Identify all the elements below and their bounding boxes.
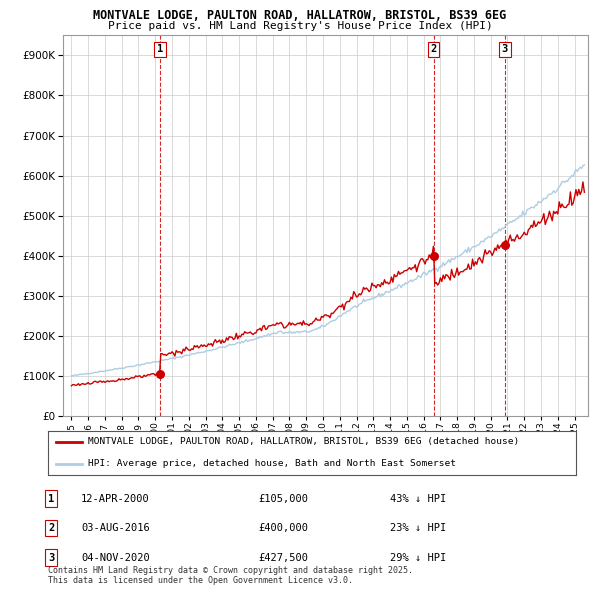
Text: HPI: Average price, detached house, Bath and North East Somerset: HPI: Average price, detached house, Bath… xyxy=(88,460,455,468)
Text: MONTVALE LODGE, PAULTON ROAD, HALLATROW, BRISTOL, BS39 6EG (detached house): MONTVALE LODGE, PAULTON ROAD, HALLATROW,… xyxy=(88,437,519,446)
Text: 1: 1 xyxy=(157,44,163,54)
Text: 03-AUG-2016: 03-AUG-2016 xyxy=(81,523,150,533)
Text: 2: 2 xyxy=(430,44,437,54)
Text: Contains HM Land Registry data © Crown copyright and database right 2025.
This d: Contains HM Land Registry data © Crown c… xyxy=(48,566,413,585)
Text: 12-APR-2000: 12-APR-2000 xyxy=(81,494,150,503)
Text: Price paid vs. HM Land Registry's House Price Index (HPI): Price paid vs. HM Land Registry's House … xyxy=(107,21,493,31)
Text: 23% ↓ HPI: 23% ↓ HPI xyxy=(390,523,446,533)
Text: £400,000: £400,000 xyxy=(258,523,308,533)
Text: 1: 1 xyxy=(48,494,54,503)
Text: 3: 3 xyxy=(502,44,508,54)
Text: 2: 2 xyxy=(48,523,54,533)
Text: 43% ↓ HPI: 43% ↓ HPI xyxy=(390,494,446,503)
Text: 29% ↓ HPI: 29% ↓ HPI xyxy=(390,553,446,562)
Text: 04-NOV-2020: 04-NOV-2020 xyxy=(81,553,150,562)
Text: 3: 3 xyxy=(48,553,54,562)
Text: £105,000: £105,000 xyxy=(258,494,308,503)
Text: MONTVALE LODGE, PAULTON ROAD, HALLATROW, BRISTOL, BS39 6EG: MONTVALE LODGE, PAULTON ROAD, HALLATROW,… xyxy=(94,9,506,22)
Text: £427,500: £427,500 xyxy=(258,553,308,562)
